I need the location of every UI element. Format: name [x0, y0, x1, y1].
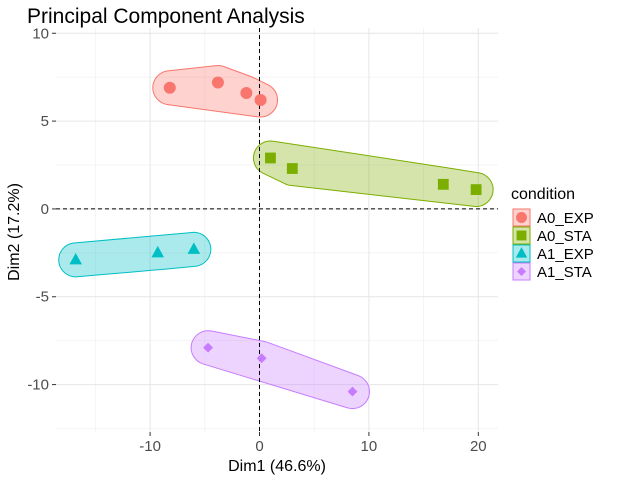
- legend-marker-a0-exp: [516, 212, 527, 223]
- x-axis-ticks: -10 0 10 20: [139, 432, 487, 455]
- data-points: [69, 76, 482, 397]
- y-tick-label: 5: [41, 113, 49, 130]
- chart-title: Principal Component Analysis: [27, 5, 305, 28]
- legend-marker-a1-exp: [515, 247, 528, 258]
- ellipse-a0-exp: [152, 64, 279, 118]
- data-point-a1-sta: [347, 386, 358, 397]
- legend-marker-a0-sta: [516, 230, 527, 241]
- x-tick-label: 20: [470, 438, 487, 455]
- data-point-a0-sta: [437, 178, 449, 190]
- legend-marker-a1-sta: [517, 267, 526, 276]
- y-tick-label: 0: [41, 201, 49, 218]
- data-point-a1-exp: [151, 245, 165, 258]
- y-axis-label: Dim2 (17.2%): [6, 183, 23, 281]
- data-point-a1-exp: [69, 252, 82, 265]
- legend-title: condition: [511, 186, 575, 203]
- ellipse-a0-sta: [252, 140, 494, 208]
- data-point-a1-sta: [256, 353, 267, 364]
- x-tick-label: 10: [361, 438, 378, 455]
- data-point-a0-exp: [163, 81, 176, 94]
- data-point-a0-exp: [211, 76, 224, 89]
- legend-label: A1_EXP: [537, 246, 594, 263]
- legend-label: A0_EXP: [537, 210, 594, 227]
- x-tick-label: -10: [139, 438, 161, 455]
- data-point-a0-sta: [470, 184, 482, 195]
- y-tick-label: -5: [36, 289, 49, 306]
- y-tick-label: 10: [32, 25, 49, 42]
- data-point-a0-exp: [254, 94, 267, 107]
- legend-label: A0_STA: [537, 228, 592, 245]
- ellipse-a1-sta: [190, 330, 371, 410]
- data-point-a1-sta: [203, 342, 214, 353]
- data-point-a0-sta: [286, 163, 298, 174]
- data-point-a0-exp: [240, 86, 253, 99]
- ellipse-a1-exp: [58, 231, 212, 278]
- data-point-a0-sta: [265, 152, 276, 164]
- y-tick-label: -10: [27, 377, 49, 394]
- reference-lines: [56, 28, 498, 432]
- y-axis-ticks: -10 -5 0 5 10: [27, 25, 56, 394]
- x-tick-label: 0: [255, 438, 263, 455]
- x-axis-label: Dim1 (46.6%): [228, 458, 326, 475]
- legend-label: A1_STA: [537, 264, 592, 281]
- data-point-a1-exp: [187, 242, 201, 254]
- group-ellipses: [58, 64, 494, 410]
